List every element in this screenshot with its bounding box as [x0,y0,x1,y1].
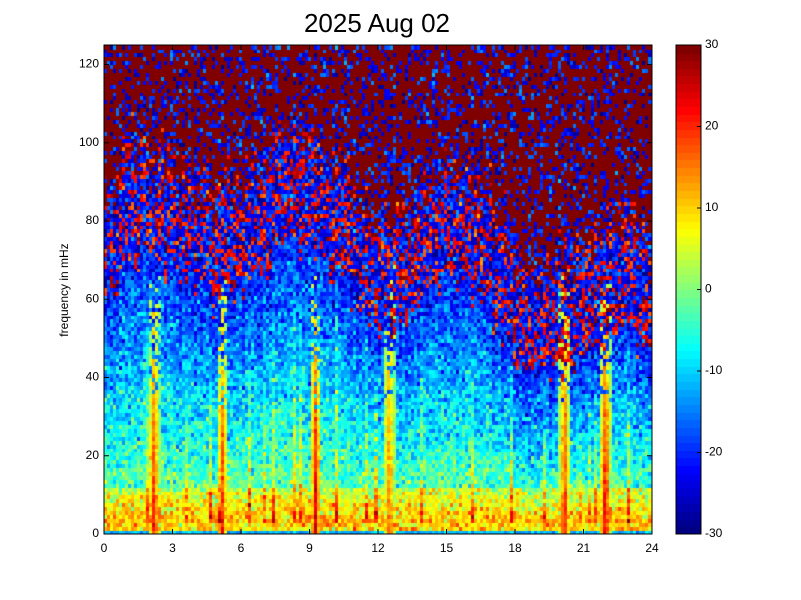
x-tick-label: 3 [169,541,176,555]
chart-title: 2025 Aug 02 [304,8,450,38]
y-axis: 0 20 40 60 80 100 120 [79,57,652,540]
x-tick-label: 21 [577,541,591,555]
colorbar-tick-label: -10 [705,363,723,377]
colorbar-tick-label: 20 [705,119,719,133]
x-tick-label: 9 [306,541,313,555]
colorbar-tick-label: 30 [705,37,719,51]
x-tick-label: 24 [645,541,659,555]
y-tick-label: 120 [79,57,99,71]
colorbar-axis: -30 -20 -10 0 10 20 30 [697,37,723,540]
colorbar-tick-label: -20 [705,445,723,459]
x-tick-label: 15 [440,541,454,555]
colorbar-tick-label: 10 [705,200,719,214]
y-tick-label: 0 [92,526,99,540]
y-tick-label: 40 [86,370,100,384]
y-tick-label: 20 [86,448,100,462]
x-tick-label: 12 [371,541,385,555]
colorbar-tick-label: 0 [705,282,712,296]
x-axis: 0 3 6 9 12 15 18 21 24 [101,45,659,555]
x-tick-label: 6 [238,541,245,555]
colorbar-tick-label: -30 [705,526,723,540]
y-axis-label: frequency in mHz [57,243,71,336]
spectrogram-heatmap [104,45,652,534]
x-tick-label: 18 [508,541,522,555]
y-tick-label: 100 [79,135,99,149]
y-tick-label: 80 [86,213,100,227]
y-tick-label: 60 [86,291,100,305]
x-tick-label: 0 [101,541,108,555]
colorbar [676,45,701,534]
